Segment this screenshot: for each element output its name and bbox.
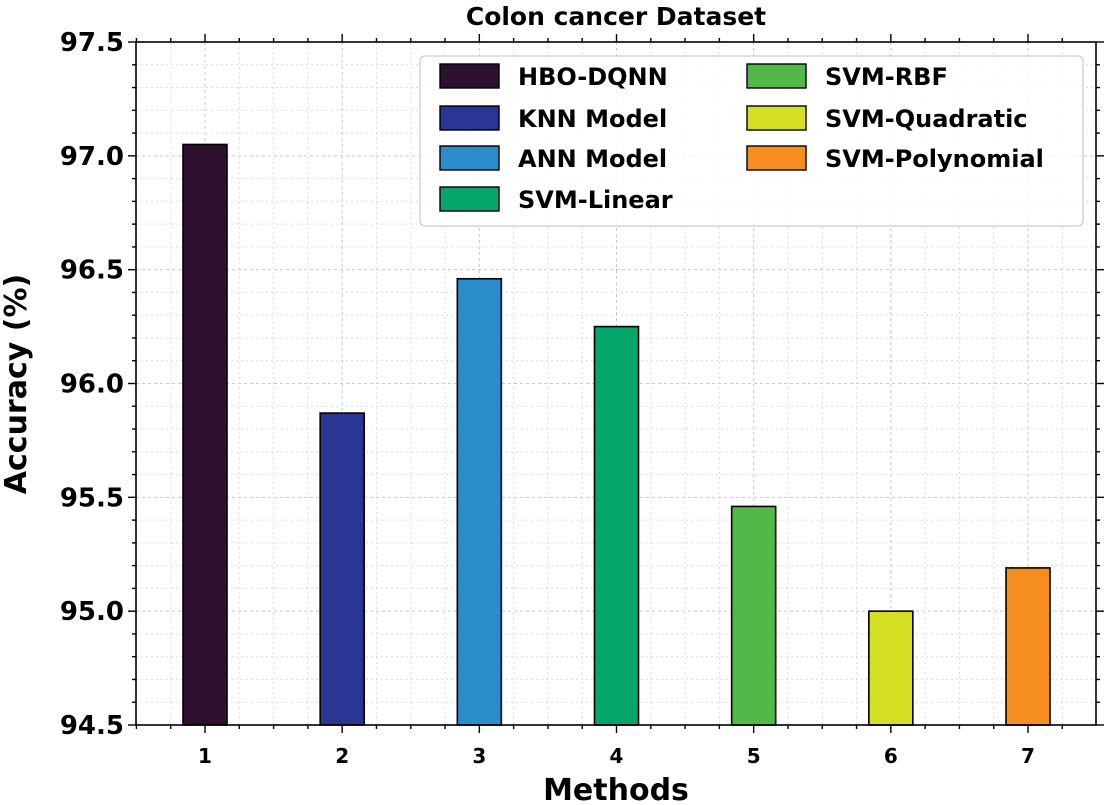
x-tick-label: 1 — [198, 744, 212, 768]
legend-swatch — [439, 105, 500, 131]
x-tick-label: 2 — [335, 744, 349, 768]
legend-swatch — [439, 186, 500, 212]
chart-title: Colon cancer Dataset — [466, 2, 766, 31]
legend-label: KNN Model — [518, 105, 667, 133]
legend-swatch — [439, 63, 500, 89]
legend-label: ANN Model — [518, 145, 667, 173]
legend-label: SVM-Quadratic — [825, 105, 1028, 133]
x-tick-label: 6 — [884, 744, 898, 768]
bars — [182, 143, 1051, 726]
bar — [868, 610, 914, 726]
legend-label: SVM-Polynomial — [825, 145, 1044, 173]
x-tick-label: 4 — [610, 744, 624, 768]
legend-swatch — [746, 63, 807, 89]
legend-frame — [419, 55, 1084, 227]
bar — [593, 325, 640, 726]
x-tick-label: 5 — [747, 744, 761, 768]
legend-label: SVM-Linear — [518, 186, 673, 214]
x-axis: 1 2 3 4 5 6 7 — [135, 34, 1063, 768]
y-tick-label: 97.5 — [60, 28, 124, 58]
bar — [730, 505, 777, 726]
y-tick-label: 96.0 — [60, 370, 124, 400]
legend: HBO-DQNN KNN Model ANN Model SVM-Linear SVM-… — [419, 55, 1084, 227]
bar — [456, 277, 503, 726]
legend-label: HBO-DQNN — [518, 63, 668, 91]
legend-label: SVM-RBF — [825, 63, 948, 91]
y-tick-label: 96.5 — [60, 256, 124, 286]
bar — [319, 412, 365, 726]
y-tick-label: 97.0 — [60, 142, 124, 172]
y-tick-label: 95.0 — [60, 597, 124, 627]
legend-swatch — [439, 145, 500, 171]
legend-swatch — [746, 105, 807, 131]
x-tick-label: 3 — [472, 744, 486, 768]
y-tick-label: 95.5 — [60, 483, 124, 513]
bar — [182, 143, 228, 726]
bar — [1005, 567, 1051, 726]
legend-items: HBO-DQNN KNN Model ANN Model SVM-Linear SVM-… — [439, 63, 1044, 214]
x-tick-label: 7 — [1021, 744, 1035, 768]
y-axis: 94.5 95.0 95.5 96.0 96.5 97.0 97.5 — [60, 28, 1104, 741]
y-axis-label: Accuracy (%) — [0, 274, 34, 494]
legend-swatch — [746, 145, 807, 171]
x-axis-label: Methods — [543, 773, 689, 805]
y-tick-label: 94.5 — [60, 711, 124, 741]
